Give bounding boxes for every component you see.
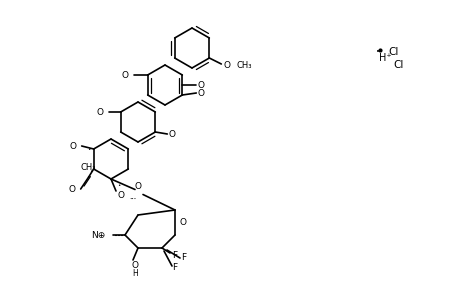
Text: O: O: [197, 88, 204, 98]
Text: O: O: [134, 182, 141, 191]
Text: O: O: [122, 70, 129, 80]
Text: CH₃: CH₃: [81, 163, 96, 172]
Text: Cl: Cl: [392, 60, 403, 70]
Text: Cl: Cl: [387, 47, 397, 57]
Text: O: O: [68, 184, 76, 194]
Text: •: •: [87, 146, 90, 152]
Text: O: O: [197, 80, 204, 89]
Text: H: H: [132, 268, 138, 278]
Text: N⊕: N⊕: [90, 230, 105, 239]
Text: O: O: [117, 191, 124, 200]
Text: O: O: [96, 107, 103, 116]
Text: O: O: [223, 61, 230, 70]
Text: •••: •••: [129, 197, 136, 202]
Text: CH₃: CH₃: [236, 61, 251, 70]
Text: O: O: [179, 218, 186, 227]
Text: O: O: [69, 142, 77, 151]
Text: H⁺: H⁺: [378, 53, 391, 63]
Text: O: O: [131, 262, 138, 271]
Text: •: •: [375, 49, 379, 55]
Text: O: O: [168, 130, 175, 139]
Text: F: F: [172, 263, 177, 272]
Text: •: •: [117, 182, 120, 188]
Text: F: F: [172, 251, 177, 260]
Text: •: •: [89, 169, 92, 175]
Text: F: F: [181, 254, 186, 262]
